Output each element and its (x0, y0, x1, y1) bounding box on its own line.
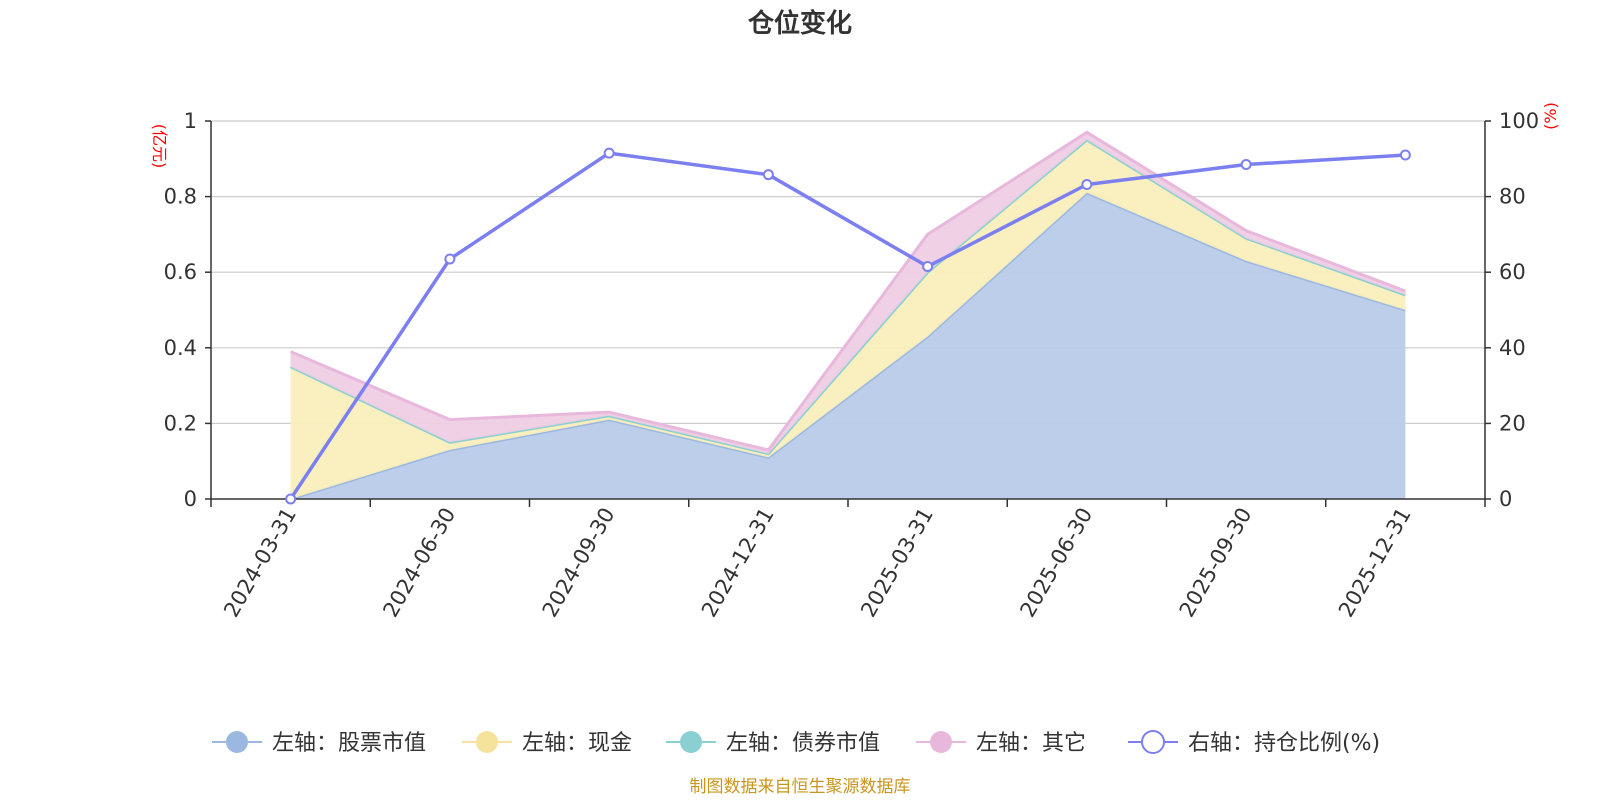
left-y-tick-label: 0.4 (164, 336, 197, 360)
x-axis-label: 2024-03-31 (219, 504, 301, 622)
legend-label: 左轴：债券市值 (726, 731, 880, 756)
legend-label: 左轴：现金 (522, 731, 632, 756)
legend-marker (1141, 730, 1165, 754)
x-axis-label: 2025-06-30 (1015, 504, 1097, 622)
stacked-area-layer (289, 130, 1406, 501)
right-y-tick-label: 100 (1499, 109, 1539, 133)
x-axis-label: 2024-12-31 (697, 504, 779, 622)
right-y-tick-label: 40 (1499, 336, 1526, 360)
left-y-tick-label: 0.6 (164, 260, 197, 284)
right-y-tick-label: 80 (1499, 185, 1526, 209)
legend-label: 左轴：股票市值 (272, 731, 426, 756)
data-source-note: 制图数据来自恒生聚源数据库 (690, 777, 911, 797)
chart-title: 仓位变化 (747, 8, 852, 39)
legend-marker (226, 731, 248, 753)
area-series-3-edge (290, 130, 1406, 452)
left-y-tick-label: 1 (184, 109, 197, 133)
legend-label: 左轴：其它 (976, 731, 1086, 756)
area-series-0-edge (290, 191, 1406, 501)
legend-marker (680, 731, 702, 753)
legend-marker (930, 731, 952, 753)
right-axis-unit: (%) (1541, 102, 1560, 130)
legend-marker (476, 731, 498, 753)
area-series-0 (290, 192, 1406, 500)
left-y-tick-label: 0 (184, 487, 197, 511)
x-axis-label: 2025-09-30 (1175, 504, 1257, 622)
legend: 左轴：股票市值 左轴：现金 左轴：债券市值 左轴：其它 右轴：持仓比例(%) (212, 730, 1380, 756)
holding-ratio-point (285, 493, 297, 505)
holding-ratio-point (922, 261, 934, 273)
holding-ratio-line (289, 151, 1406, 500)
x-axis-label: 2025-03-31 (856, 504, 938, 622)
left-y-tick-label: 0.8 (164, 185, 197, 209)
legend-label: 右轴：持仓比例(%) (1188, 731, 1380, 756)
left-y-tick-label: 0.2 (164, 411, 197, 435)
x-axis-label: 2025-12-31 (1334, 504, 1416, 622)
holding-ratio-point (603, 147, 615, 159)
holding-ratio-point (762, 169, 774, 181)
holding-ratio-line-layer (285, 147, 1411, 505)
holding-ratio-point (1240, 158, 1252, 170)
right-y-tick-label: 20 (1499, 411, 1526, 435)
left-axis-unit: (亿元) (150, 124, 169, 169)
holding-ratio-point (1081, 179, 1093, 191)
holding-ratio-point (1399, 149, 1411, 161)
right-y-tick-label: 60 (1499, 260, 1526, 284)
holding-ratio-point (444, 253, 456, 265)
right-y-tick-label: 0 (1499, 487, 1512, 511)
area-series-1 (290, 139, 1406, 499)
x-axis-label: 2024-09-30 (538, 504, 620, 622)
x-axis-label: 2024-06-30 (378, 504, 460, 622)
